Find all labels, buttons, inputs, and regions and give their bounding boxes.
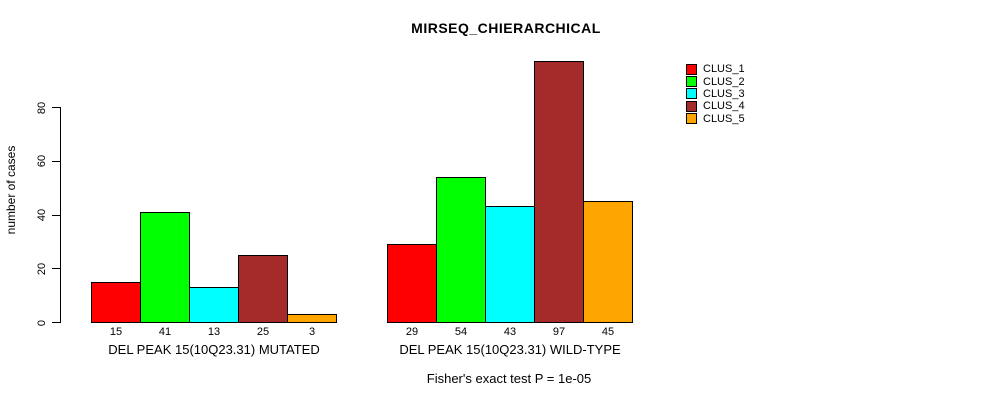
bar-clus_4-group2 — [534, 61, 584, 323]
bar-clus_5-group1 — [287, 314, 337, 323]
bar-value-label: 3 — [308, 326, 316, 338]
legend-item-label: CLUS_3 — [703, 87, 745, 100]
bar-clus_5-group2 — [583, 201, 633, 323]
legend-item-label: CLUS_1 — [703, 63, 745, 76]
bar-value-label: 54 — [454, 326, 468, 338]
bar-clus_2-group2 — [436, 177, 486, 323]
y-axis-label: number of cases — [4, 145, 18, 235]
y-tick-mark — [52, 322, 60, 323]
group-label: DEL PEAK 15(10Q23.31) MUTATED — [108, 342, 320, 357]
bar-value-label: 25 — [256, 326, 270, 338]
bar-value-label: 13 — [207, 326, 221, 338]
chart-title: MIRSEQ_CHIERARCHICAL — [411, 20, 601, 36]
y-tick-mark — [52, 214, 60, 216]
legend-swatch — [686, 100, 697, 112]
legend-swatch — [686, 63, 697, 75]
legend-swatch — [686, 76, 697, 88]
legend: CLUS_1 CLUS_2 CLUS_3 CLUS_4 CLUS_5 — [686, 63, 745, 125]
bar-value-label: 15 — [109, 326, 123, 338]
legend-item-clus_5: CLUS_5 — [686, 113, 745, 125]
legend-item-clus_4: CLUS_4 — [686, 100, 745, 112]
y-axis-line — [60, 107, 61, 323]
group-label: DEL PEAK 15(10Q23.31) WILD-TYPE — [399, 342, 621, 357]
y-tick-label: 0 — [36, 319, 48, 326]
bar-value-label: 97 — [552, 326, 566, 338]
legend-item-label: CLUS_4 — [703, 100, 745, 113]
bar-clus_1-group1 — [91, 282, 141, 323]
legend-item-label: CLUS_5 — [703, 112, 745, 125]
legend-item-clus_1: CLUS_1 — [686, 63, 745, 75]
bar-value-label: 29 — [405, 326, 419, 338]
y-tick-label: 80 — [36, 101, 48, 114]
bar-value-label: 43 — [503, 326, 517, 338]
y-tick-mark — [52, 268, 60, 270]
bar-clus_2-group1 — [140, 212, 190, 323]
legend-item-clus_3: CLUS_3 — [686, 88, 745, 100]
bar-clus_3-group2 — [485, 206, 535, 323]
legend-swatch — [686, 113, 697, 125]
y-tick-mark — [52, 107, 60, 108]
legend-swatch — [686, 88, 697, 100]
y-tick-mark — [52, 160, 60, 162]
y-tick-label: 20 — [36, 262, 48, 275]
y-tick-label: 60 — [36, 155, 48, 168]
bar-clus_3-group1 — [189, 287, 239, 323]
bar-clus_1-group2 — [387, 244, 437, 323]
legend-item-label: CLUS_2 — [703, 75, 745, 88]
bar-value-label: 45 — [601, 326, 615, 338]
bar-clus_4-group1 — [238, 255, 288, 323]
legend-item-clus_2: CLUS_2 — [686, 75, 745, 88]
fisher-test-annotation: Fisher's exact test P = 1e-05 — [426, 371, 592, 386]
y-tick-label: 40 — [36, 208, 48, 222]
bar-value-label: 41 — [158, 326, 172, 338]
